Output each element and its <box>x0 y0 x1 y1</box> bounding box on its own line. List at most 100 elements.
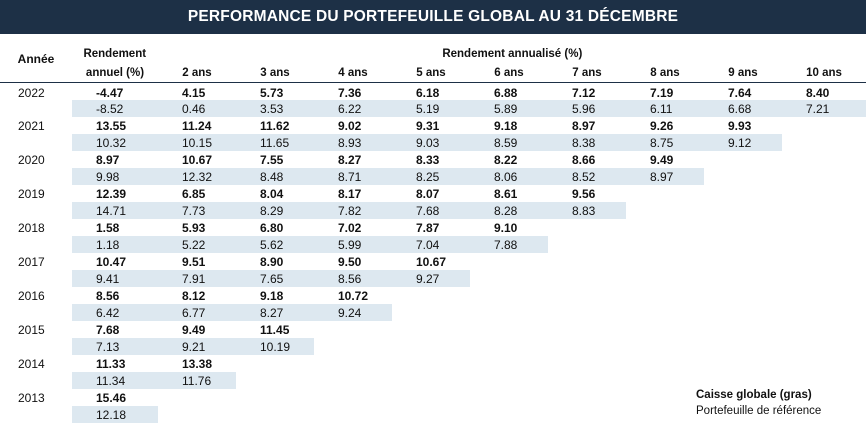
empty-cell <box>548 355 626 372</box>
table-row: 2018 1.58 5.93 6.80 7.02 7.87 9.10 <box>0 219 866 236</box>
reference-value: 7.73 <box>158 202 236 219</box>
reference-value: 8.93 <box>314 134 392 151</box>
reference-value: 7.65 <box>236 270 314 287</box>
caisse-value: 10.67 <box>416 254 447 269</box>
empty-cell <box>0 270 72 287</box>
reference-value: 5.62 <box>236 236 314 253</box>
empty-cell <box>236 406 314 423</box>
table-row: 2017 10.47 9.51 8.90 9.50 10.67 <box>0 253 866 270</box>
empty-cell <box>704 236 782 253</box>
caisse-value: 11.62 <box>260 118 290 133</box>
empty-cell <box>782 253 866 270</box>
reference-value: 10.19 <box>236 338 314 355</box>
caisse-value: 8.07 <box>416 186 440 201</box>
caisse-value: 6.18 <box>416 86 440 100</box>
caisse-value: 4.15 <box>182 86 206 100</box>
caisse-value: 7.19 <box>650 86 674 100</box>
empty-cell <box>470 355 548 372</box>
empty-cell <box>626 236 704 253</box>
empty-cell <box>626 219 704 236</box>
table-row: 2016 8.56 8.12 9.18 10.72 <box>0 287 866 304</box>
reference-value: 8.48 <box>236 168 314 185</box>
table-row: 2013 15.46 <box>0 389 866 406</box>
caisse-value: 10.67 <box>182 152 213 167</box>
caisse-value: 9.49 <box>650 152 674 167</box>
empty-cell <box>392 321 470 338</box>
caisse-value: 9.26 <box>650 118 674 133</box>
table-row: 7.13 9.21 10.19 <box>0 338 866 355</box>
table-row: 9.41 7.91 7.65 8.56 9.27 <box>0 270 866 287</box>
reference-value: 8.52 <box>548 168 626 185</box>
table-row: 9.98 12.32 8.48 8.71 8.25 8.06 8.52 8.97 <box>0 168 866 185</box>
empty-cell <box>548 219 626 236</box>
reference-value: 9.24 <box>314 304 392 321</box>
empty-cell <box>314 372 392 389</box>
caisse-value: 8.12 <box>182 288 206 303</box>
reference-value: 8.97 <box>626 168 704 185</box>
reference-value: 7.21 <box>782 100 866 117</box>
empty-cell <box>704 355 782 372</box>
empty-cell <box>392 304 470 321</box>
empty-cell <box>626 287 704 304</box>
legend-bold-label: Caisse globale (gras) <box>696 389 812 401</box>
empty-cell <box>782 304 866 321</box>
caisse-value: 7.87 <box>416 220 440 235</box>
empty-cell <box>548 304 626 321</box>
caisse-value: 8.61 <box>494 186 518 201</box>
reference-value: 11.76 <box>158 372 236 389</box>
empty-cell <box>392 406 470 423</box>
year-cell: 2016 <box>18 288 45 303</box>
empty-cell <box>470 287 548 304</box>
empty-cell <box>314 355 392 372</box>
table-row: 14.71 7.73 8.29 7.82 7.68 8.28 8.83 <box>0 202 866 219</box>
caisse-value: 7.02 <box>338 220 362 235</box>
annual-return-header-line1: Rendement <box>83 48 147 60</box>
legend-normal-label: Portefeuille de référence <box>696 405 822 417</box>
reference-value: 11.65 <box>236 134 314 151</box>
empty-cell <box>0 134 72 151</box>
reference-value: 12.32 <box>158 168 236 185</box>
reference-value: 9.12 <box>704 134 782 151</box>
reference-value: 5.96 <box>548 100 626 117</box>
caisse-value: 13.55 <box>96 118 127 133</box>
empty-cell <box>392 389 470 406</box>
reference-value: 8.56 <box>314 270 392 287</box>
empty-cell <box>782 270 866 287</box>
caisse-value: 10.47 <box>96 254 127 269</box>
empty-cell <box>782 219 866 236</box>
empty-cell <box>704 151 782 168</box>
table-row: 6.42 6.77 8.27 9.24 <box>0 304 866 321</box>
caisse-value: 9.18 <box>260 288 284 303</box>
empty-cell <box>704 253 782 270</box>
empty-cell <box>470 406 548 423</box>
empty-cell <box>314 389 392 406</box>
caisse-value: 12.39 <box>96 186 127 201</box>
caisse-value: 13.38 <box>182 356 213 371</box>
caisse-value: 9.50 <box>338 254 362 269</box>
table-row: 11.34 11.76 <box>0 372 866 389</box>
year-cell: 2022 <box>18 86 45 100</box>
caisse-value: 6.80 <box>260 220 284 235</box>
year-cell: 2015 <box>18 322 45 337</box>
period-header: 5 ans <box>392 63 470 83</box>
empty-cell <box>782 287 866 304</box>
empty-cell <box>782 236 866 253</box>
year-cell: 2019 <box>18 186 45 201</box>
reference-value: 14.71 <box>72 202 158 219</box>
reference-value: 7.68 <box>392 202 470 219</box>
empty-cell <box>782 151 866 168</box>
caisse-value: 7.12 <box>572 86 596 100</box>
reference-value: 5.89 <box>470 100 548 117</box>
table-row: 1.18 5.22 5.62 5.99 7.04 7.88 <box>0 236 866 253</box>
caisse-value: 9.31 <box>416 118 440 133</box>
reference-value: 11.34 <box>72 372 158 389</box>
reference-value: 8.06 <box>470 168 548 185</box>
period-header: 4 ans <box>314 63 392 83</box>
caisse-value: 8.90 <box>260 254 284 269</box>
empty-cell <box>0 338 72 355</box>
empty-cell <box>548 253 626 270</box>
empty-cell <box>626 202 704 219</box>
empty-cell <box>626 338 704 355</box>
empty-cell <box>0 406 72 423</box>
empty-cell <box>236 389 314 406</box>
